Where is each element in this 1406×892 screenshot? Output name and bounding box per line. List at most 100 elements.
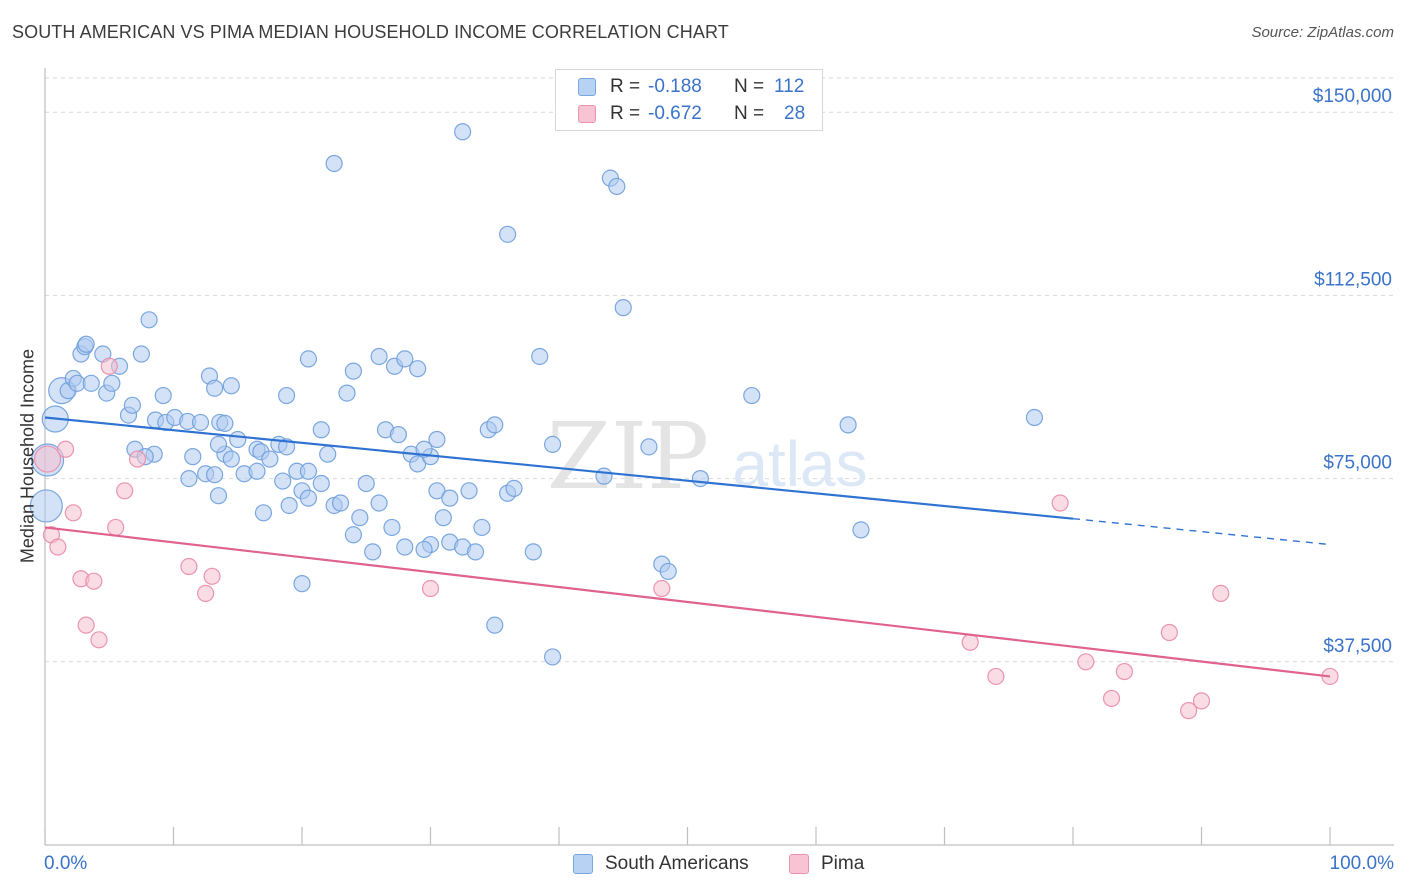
south-americans-point — [344, 526, 362, 544]
south-americans-point — [396, 538, 414, 556]
south-americans-point — [486, 616, 504, 634]
south-americans-point — [383, 518, 401, 537]
source-credit: Source: ZipAtlas.com — [1251, 24, 1394, 41]
south-americans-point — [370, 494, 388, 512]
south-americans-point — [274, 472, 292, 490]
south-americans-point — [415, 540, 433, 559]
south-americans-point — [325, 154, 343, 173]
pima-point — [64, 504, 82, 522]
legend-n-value: 112 — [774, 76, 805, 97]
south-americans-point — [299, 350, 318, 368]
pima-point — [128, 450, 147, 468]
legend-swatch-pink — [578, 105, 596, 123]
south-americans-point — [473, 518, 491, 537]
south-americans-point — [103, 374, 121, 392]
pima-point — [1180, 702, 1198, 720]
pima-point — [49, 538, 67, 556]
legend-n-label: N = — [734, 76, 765, 97]
pima-point — [421, 579, 440, 598]
grid-layer — [45, 77, 1394, 663]
south-americans-trendline — [44, 416, 1074, 520]
pima-point — [987, 667, 1005, 686]
legend-n-value: 28 — [784, 103, 806, 124]
south-americans-point — [428, 482, 446, 500]
south-americans-point — [344, 362, 362, 380]
pima-point — [197, 584, 215, 603]
legend-row-south-americans: R = -0.188 N = 112 — [578, 75, 804, 99]
legend-swatch-blue — [578, 78, 596, 96]
axis-layer: $37,500 $75,000 $112,500 $150,000 0.0% 100.0% — [44, 68, 1394, 874]
south-americans-point — [640, 438, 658, 456]
south-americans-point — [299, 489, 318, 507]
south-americans-point — [209, 435, 228, 454]
pima-point — [90, 631, 108, 649]
bottom-legend-label: South Americans — [605, 853, 749, 874]
south-americans-point — [415, 440, 433, 458]
legend-n-label: N = — [734, 103, 765, 124]
south-americans-point — [191, 413, 210, 432]
pima-point — [961, 633, 979, 651]
pima-point — [1212, 584, 1230, 603]
points-layer — [29, 123, 1339, 720]
south-americans-point — [209, 487, 228, 505]
pima-point — [85, 572, 103, 590]
south-americans-point — [409, 455, 427, 473]
pima-point — [33, 445, 62, 473]
south-americans-point — [357, 474, 375, 493]
south-americans-point — [206, 379, 224, 397]
south-americans-point — [312, 421, 330, 439]
south-americans-point — [524, 543, 542, 561]
south-americans-point — [351, 509, 369, 527]
south-americans-point — [691, 469, 709, 488]
bottom-legend-south-americans: South Americans — [573, 851, 749, 877]
chart-title: SOUTH AMERICAN VS PIMA MEDIAN HOUSEHOLD … — [12, 22, 729, 42]
south-americans-point — [659, 562, 677, 581]
south-americans-point — [319, 445, 337, 463]
legend-r-label: R = — [610, 76, 641, 97]
south-americans-point — [280, 496, 298, 515]
south-americans-point — [29, 489, 63, 523]
south-americans-point — [254, 504, 273, 522]
south-americans-point — [852, 521, 870, 539]
watermark-atlas: atlas — [732, 428, 867, 500]
correlation-legend: R = -0.188 N = 112 R = -0.672 N = 28 — [555, 69, 823, 131]
south-americans-point — [428, 430, 446, 449]
south-americans-point — [364, 543, 382, 561]
watermark-zip: ZIP — [547, 403, 709, 510]
pima-point — [56, 440, 75, 458]
south-americans-point — [229, 430, 247, 449]
legend-row-pima: R = -0.672 N = 28 — [578, 102, 805, 126]
south-americans-point — [222, 450, 240, 468]
south-americans-point — [140, 311, 158, 329]
south-americans-point — [409, 360, 427, 378]
y-axis-label: Median Household Income — [17, 348, 38, 564]
south-americans-point — [595, 467, 613, 485]
south-americans-point — [608, 177, 626, 196]
south-americans-point — [180, 469, 198, 488]
south-americans-point — [370, 347, 388, 366]
south-americans-point — [614, 299, 632, 317]
south-americans-point — [248, 462, 266, 480]
bottom-legend-label: Pima — [821, 853, 865, 874]
south-americans-point — [331, 494, 350, 512]
south-americans-point — [206, 466, 224, 484]
bottom-legend-swatch-blue — [573, 854, 593, 874]
pima-point — [1192, 692, 1211, 710]
south-americans-point — [543, 648, 562, 666]
pima-point — [180, 557, 198, 576]
south-americans-point — [216, 414, 234, 432]
pima-point — [1051, 494, 1069, 512]
south-americans-point — [184, 448, 202, 466]
south-americans-point — [132, 345, 150, 363]
x-tick-label: 100.0% — [1330, 853, 1395, 874]
south-americans-point — [123, 396, 141, 414]
trend-layer — [44, 416, 1331, 678]
legend-r-value: -0.188 — [648, 76, 702, 97]
south-americans-point — [277, 386, 296, 405]
south-americans-point — [389, 426, 407, 444]
y-tick-label: $37,500 — [1323, 636, 1392, 657]
legend-r-value: -0.672 — [648, 103, 702, 124]
south-americans-point — [1025, 408, 1044, 427]
south-americans-point — [396, 350, 414, 368]
